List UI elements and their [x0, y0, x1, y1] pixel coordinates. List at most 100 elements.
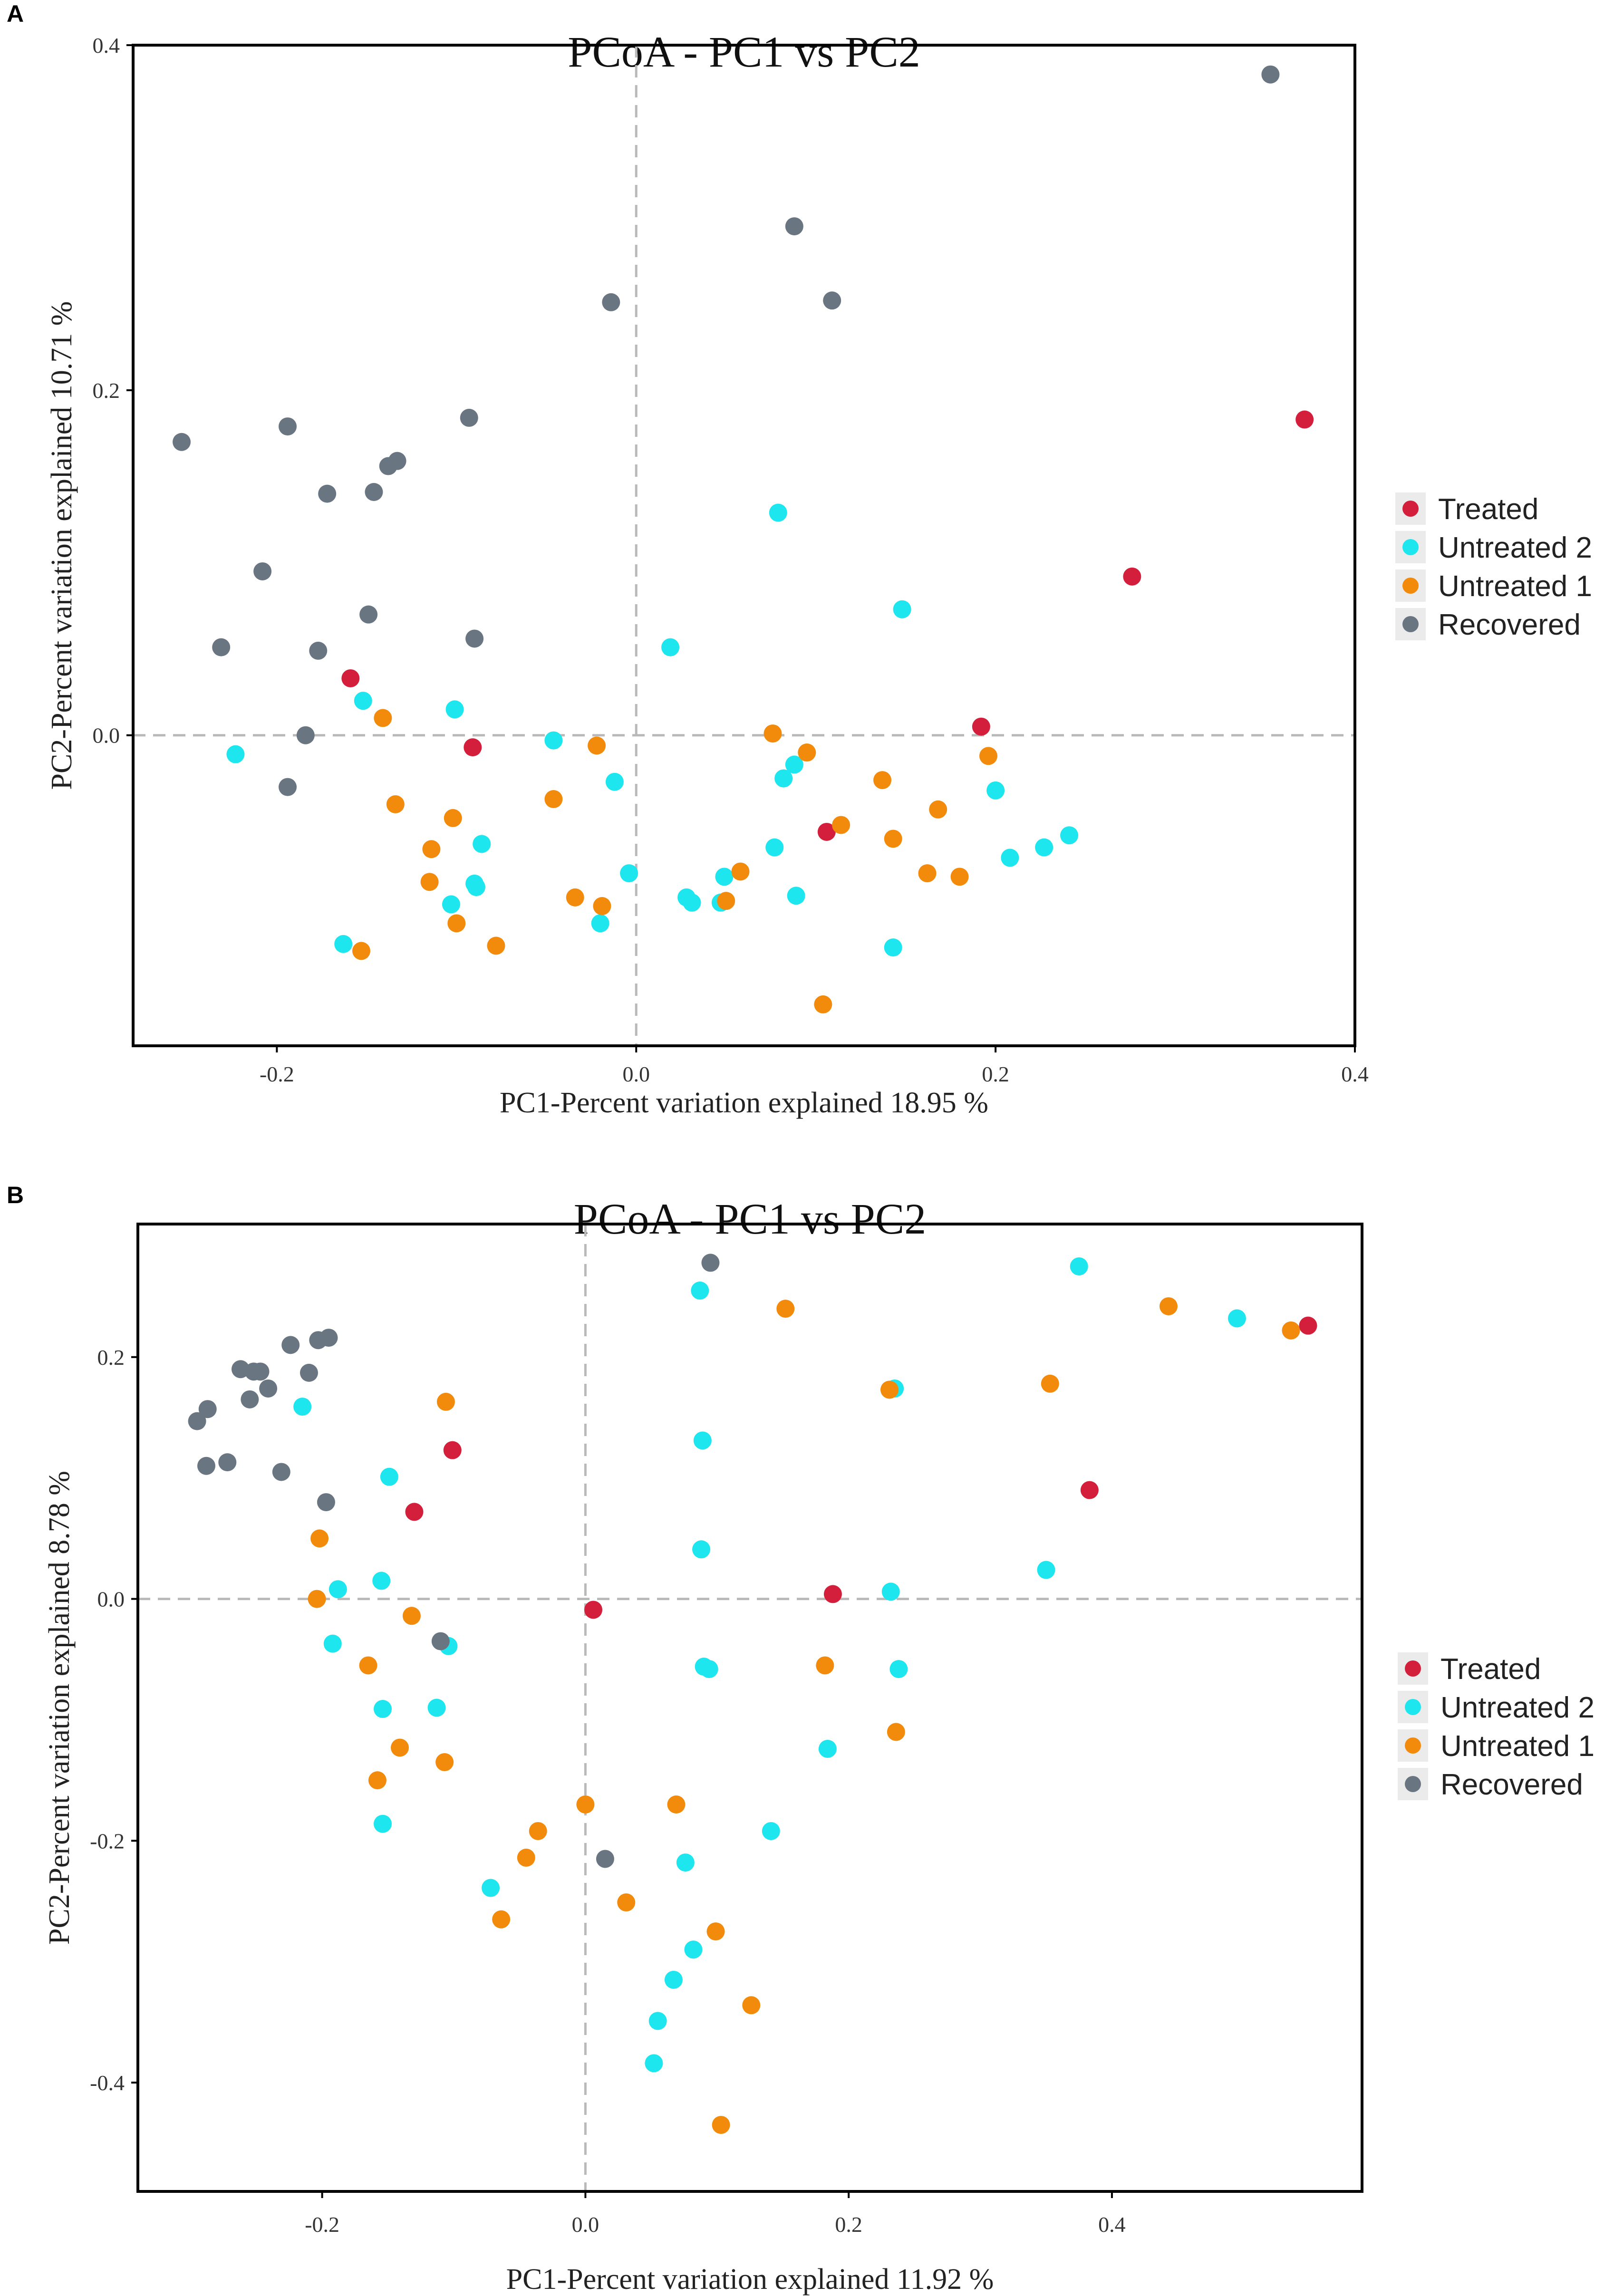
- point-recovered: [318, 484, 337, 503]
- point-untreated-1: [352, 942, 370, 960]
- point-treated: [443, 1441, 462, 1459]
- point-untreated-2: [1001, 849, 1019, 867]
- y-tick-label: -0.2: [90, 1829, 125, 1853]
- point-treated: [584, 1601, 603, 1619]
- panel-label-b: B: [7, 1182, 24, 1208]
- point-recovered: [251, 1362, 270, 1381]
- point-untreated-2: [354, 692, 372, 710]
- plot-frame: [132, 44, 1356, 1047]
- point-untreated-2: [473, 835, 491, 853]
- point-recovered: [173, 433, 191, 451]
- point-untreated-2: [769, 503, 787, 522]
- point-untreated-2: [1035, 838, 1053, 857]
- point-untreated-2: [715, 868, 734, 886]
- point-untreated-2: [544, 731, 563, 750]
- legend-label: Treated: [1438, 493, 1538, 526]
- point-treated: [1295, 410, 1314, 429]
- x-axis-label: PC1-Percent variation explained 18.95 %: [500, 1087, 988, 1119]
- point-untreated-2: [374, 1814, 392, 1833]
- x-tick-label: 0.2: [835, 2212, 862, 2237]
- point-recovered: [388, 452, 406, 470]
- point-untreated-1: [374, 709, 392, 727]
- point-untreated-2: [1070, 1257, 1088, 1276]
- point-untreated-1: [832, 816, 850, 834]
- legend-swatch: [1402, 501, 1419, 517]
- point-untreated-2: [442, 895, 460, 914]
- chart-title: PCoA - PC1 vs PC2: [574, 1195, 926, 1243]
- point-untreated-1: [308, 1590, 326, 1608]
- plot-frame: [136, 1223, 1363, 2193]
- y-axis-label: PC2-Percent variation explained 8.78 %: [43, 1471, 76, 1945]
- legend-label: Untreated 2: [1440, 1691, 1595, 1724]
- point-untreated-2: [889, 1660, 908, 1679]
- point-untreated-2: [785, 755, 803, 774]
- point-treated: [972, 717, 990, 736]
- point-untreated-2: [591, 914, 609, 933]
- point-untreated-1: [731, 862, 750, 881]
- point-untreated-1: [798, 743, 816, 762]
- point-untreated-1: [776, 1300, 795, 1318]
- point-treated: [1080, 1481, 1099, 1499]
- point-untreated-2: [691, 1281, 709, 1300]
- point-recovered: [218, 1453, 237, 1472]
- point-recovered: [431, 1632, 450, 1650]
- point-recovered: [241, 1390, 259, 1408]
- point-untreated-1: [447, 914, 466, 933]
- point-recovered: [1261, 65, 1280, 84]
- point-recovered: [596, 1850, 614, 1868]
- point-untreated-2: [1037, 1561, 1055, 1579]
- legend-label: Untreated 2: [1438, 531, 1592, 564]
- point-recovered: [300, 1363, 318, 1382]
- point-untreated-1: [1159, 1297, 1178, 1315]
- point-untreated-2: [620, 864, 638, 883]
- pcoa-chart-b: PCoA - PC1 vs PC2 -0.2 0.0 0.2 0.4 -0.4 -0.2 0.…: [43, 1195, 1595, 2296]
- point-untreated-1: [435, 1753, 454, 1771]
- point-untreated-1: [617, 1893, 636, 1912]
- point-untreated-1: [593, 897, 611, 916]
- point-untreated-2: [762, 1822, 780, 1840]
- x-tick-label: 0.2: [982, 1062, 1009, 1086]
- x-tick-label: 0.0: [622, 1062, 650, 1086]
- point-recovered: [309, 641, 328, 660]
- point-untreated-1: [422, 840, 441, 859]
- point-recovered: [359, 605, 378, 624]
- legend-swatch: [1405, 1776, 1421, 1792]
- point-untreated-1: [706, 1922, 725, 1941]
- point-untreated-2: [374, 1700, 392, 1718]
- pcoa-chart-a: PCoA - PC1 vs PC2 -0.2 0.0 0.2 0.4 0.0 0.2 0.4 P…: [46, 28, 1592, 1119]
- x-tick-label: 0.0: [572, 2212, 599, 2237]
- point-untreated-2: [692, 1540, 711, 1559]
- point-recovered: [281, 1336, 300, 1354]
- point-recovered: [365, 482, 383, 501]
- y-tick-label: -0.4: [90, 2071, 125, 2095]
- point-untreated-1: [667, 1795, 686, 1814]
- point-untreated-2: [684, 1940, 703, 1959]
- point-recovered: [259, 1379, 278, 1398]
- point-recovered: [701, 1254, 720, 1272]
- point-recovered: [602, 293, 620, 311]
- point-untreated-1: [436, 1392, 455, 1411]
- point-untreated-1: [386, 795, 405, 813]
- point-untreated-1: [887, 1723, 905, 1741]
- point-untreated-1: [814, 995, 832, 1013]
- point-recovered: [785, 217, 803, 236]
- point-untreated-2: [881, 1582, 900, 1601]
- point-untreated-1: [368, 1771, 387, 1790]
- point-untreated-1: [420, 873, 439, 891]
- point-treated: [341, 669, 360, 687]
- y-tick-label: 0.0: [93, 724, 120, 748]
- point-untreated-1: [492, 1910, 511, 1929]
- point-untreated-2: [427, 1698, 446, 1717]
- x-tick-label: -0.2: [260, 1062, 294, 1086]
- point-treated: [823, 1585, 842, 1603]
- point-untreated-2: [884, 938, 902, 957]
- panel-label-a: A: [7, 0, 24, 27]
- point-untreated-2: [482, 1879, 500, 1897]
- point-untreated-1: [529, 1822, 547, 1840]
- x-axis-label: PC1-Percent variation explained 11.92 %: [506, 2263, 994, 2296]
- point-untreated-2: [683, 893, 701, 912]
- point-untreated-1: [576, 1795, 595, 1814]
- point-untreated-2: [676, 1853, 695, 1872]
- point-untreated-1: [950, 868, 969, 886]
- point-recovered: [188, 1412, 206, 1430]
